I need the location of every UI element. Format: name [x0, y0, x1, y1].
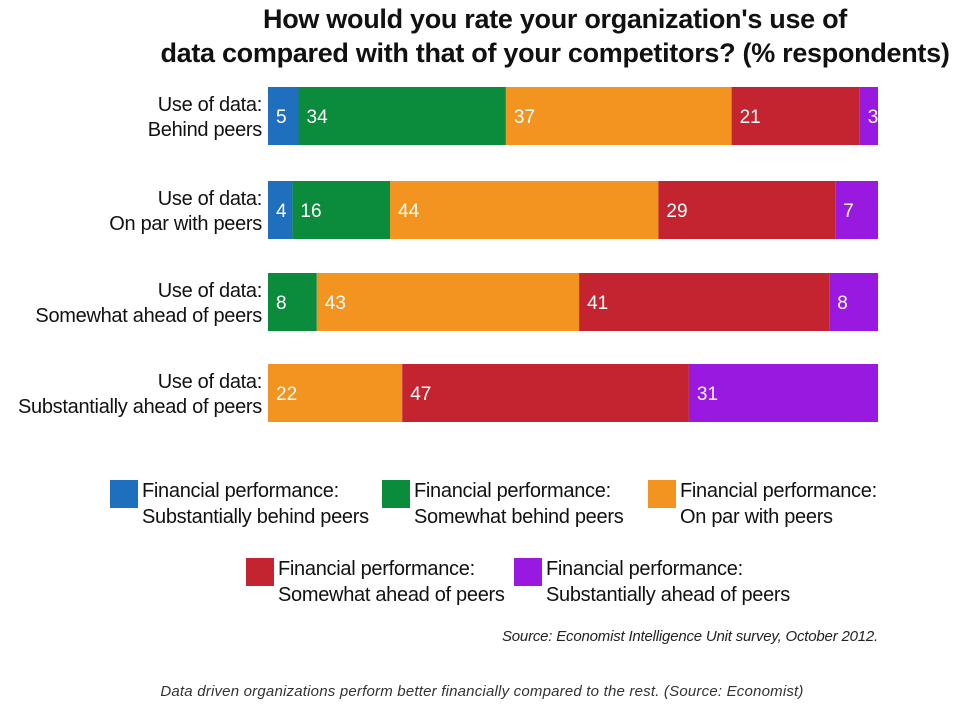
bar-value-label: 29 — [666, 201, 687, 222]
bar-value-label: 22 — [276, 384, 297, 405]
bar-value-label: 47 — [410, 384, 431, 405]
bar-segment — [835, 181, 878, 239]
bar-segment — [731, 87, 860, 145]
bar-segment — [292, 181, 390, 239]
category-label: Substantially ahead of peers — [18, 396, 262, 418]
bar-segment — [402, 364, 689, 422]
legend-label: Financial performance: Substantially behi… — [142, 480, 369, 528]
bar-value-label: 7 — [843, 201, 854, 222]
legend-item: Financial performance: Somewhat behind pe… — [382, 478, 624, 530]
legend-label: Financial performance: On par with peers — [680, 480, 877, 528]
bar-value-label: 34 — [307, 107, 329, 128]
category-label: Use of data: — [158, 371, 262, 393]
legend-label: Financial performance: Somewhat behind pe… — [414, 480, 624, 528]
category-label: Behind peers — [148, 119, 263, 141]
legend-label: Financial performance: Substantially ahea… — [546, 558, 790, 606]
bar-segment — [390, 181, 659, 239]
bar-segment — [688, 364, 878, 422]
bar-value-label: 4 — [276, 201, 287, 222]
bar-value-label: 44 — [398, 201, 420, 222]
category-label: Use of data: — [158, 188, 262, 210]
bar-segment — [268, 181, 293, 239]
bar-value-label: 8 — [837, 293, 848, 314]
bar-value-label: 43 — [325, 293, 346, 314]
bar-value-label: 3 — [868, 107, 879, 128]
legend-item: Financial performance: Somewhat ahead of … — [246, 556, 505, 608]
category-label: Somewhat ahead of peers — [35, 305, 262, 327]
legend-swatch — [110, 480, 138, 508]
bar-segment — [579, 273, 830, 331]
stacked-bar-chart: Use of data: Behind peers 5 34 37 21 3 Use of d… — [18, 87, 879, 422]
bar-segment — [268, 364, 403, 422]
bar-segment — [859, 87, 878, 145]
legend-swatch — [648, 480, 676, 508]
bar-value-label: 16 — [300, 201, 321, 222]
bar-segment — [658, 181, 836, 239]
bar-value-label: 41 — [587, 293, 608, 314]
image-caption: Data driven organizations perform better… — [160, 683, 804, 700]
bar-segment — [268, 273, 317, 331]
legend-item: Financial performance: Substantially behi… — [110, 478, 369, 530]
bar-value-label: 8 — [276, 293, 287, 314]
bar-segment — [298, 87, 506, 145]
chart-title-line-2: data compared with that of your competit… — [160, 38, 950, 68]
category-label: On par with peers — [109, 213, 262, 235]
chart-title-line-1: How would you rate your organization's u… — [263, 4, 847, 34]
bar-value-label: 21 — [740, 107, 761, 128]
legend-item: Financial performance: On par with peers — [648, 478, 877, 530]
bar-segment — [316, 273, 580, 331]
legend-label: Financial performance: Somewhat ahead of … — [278, 558, 505, 606]
bar-segment — [505, 87, 732, 145]
category-label: Use of data: — [158, 280, 262, 302]
legend-swatch — [246, 558, 274, 586]
legend-item: Financial performance: Substantially ahea… — [514, 556, 790, 608]
chart-title: How would you rate your organization's u… — [150, 2, 960, 70]
bar-value-label: 37 — [514, 107, 535, 128]
source-note: Source: Economist Intelligence Unit surv… — [501, 628, 878, 645]
legend-swatch — [514, 558, 542, 586]
bar-segment — [829, 273, 878, 331]
bar-value-label: 31 — [697, 384, 718, 405]
legend-swatch — [382, 480, 410, 508]
bar-value-label: 5 — [276, 107, 287, 128]
bar-segment — [268, 87, 299, 145]
category-label: Use of data: — [158, 94, 262, 116]
